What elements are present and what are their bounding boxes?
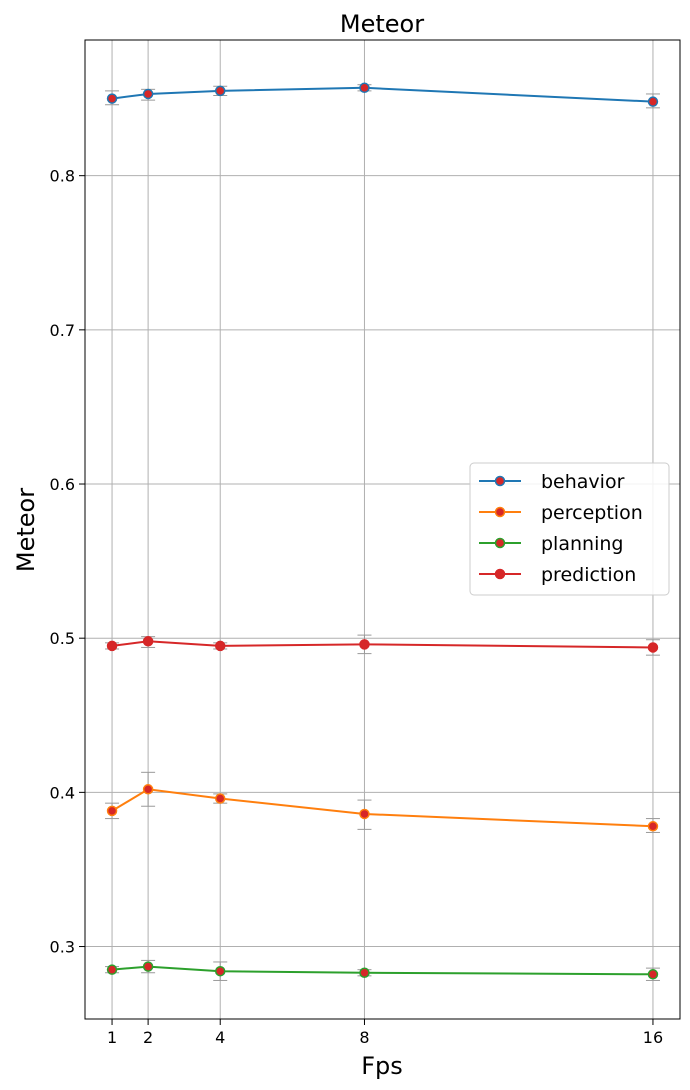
data-point-perception	[214, 793, 226, 804]
grid	[85, 40, 680, 1019]
y-tick-label: 0.5	[50, 629, 75, 648]
data-point-planning	[647, 969, 659, 980]
plot-frame	[84, 39, 681, 1020]
series	[106, 82, 659, 980]
x-tick-label: 4	[215, 1028, 225, 1047]
y-tick-label: 0.8	[50, 167, 75, 186]
data-point-perception	[106, 805, 118, 817]
x-tick-label: 1	[107, 1028, 117, 1047]
data-point-behavior	[359, 82, 370, 94]
x-tick-label: 16	[643, 1028, 663, 1047]
ticks: 1 2 4 8 16 0.3 0.4 0.5 0.6 0.7 0.8	[50, 167, 664, 1047]
data-point-planning	[214, 965, 226, 977]
data-point-planning	[359, 967, 370, 978]
chart-title: Meteor	[340, 10, 424, 38]
data-point-behavior	[214, 85, 226, 97]
legend-marker-prediction	[494, 568, 506, 580]
legend-marker-perception	[494, 506, 506, 518]
legend-box	[469, 462, 670, 596]
x-tick-label: 8	[359, 1028, 369, 1047]
data-point-behavior	[647, 96, 659, 107]
legend-label-perception: perception	[541, 502, 643, 524]
data-point-prediction	[142, 636, 154, 647]
data-point-perception	[359, 808, 370, 820]
data-point-perception	[647, 821, 659, 832]
legend-label-planning: planning	[541, 533, 623, 555]
legend-label-prediction: prediction	[541, 564, 636, 586]
legend: behavior perception planning prediction	[469, 462, 670, 596]
x-axis-label: Fps	[361, 1052, 403, 1080]
data-point-perception	[142, 784, 154, 795]
legend-label-behavior: behavior	[541, 471, 625, 493]
data-point-behavior	[106, 93, 118, 104]
data-point-prediction	[647, 642, 659, 653]
legend-marker-planning	[494, 537, 506, 549]
data-point-planning	[106, 964, 118, 975]
legend-marker-behavior	[494, 475, 506, 487]
data-point-behavior	[142, 88, 154, 100]
x-tick-label: 2	[143, 1028, 153, 1047]
data-point-prediction	[106, 640, 118, 652]
y-tick-label: 0.6	[50, 475, 75, 494]
y-tick-label: 0.3	[50, 938, 75, 957]
data-point-prediction	[359, 639, 370, 650]
y-tick-label: 0.7	[50, 321, 75, 340]
y-tick-label: 0.4	[50, 783, 75, 802]
y-axis-label: Meteor	[12, 488, 40, 572]
data-point-prediction	[214, 640, 226, 652]
data-point-planning	[142, 961, 154, 972]
